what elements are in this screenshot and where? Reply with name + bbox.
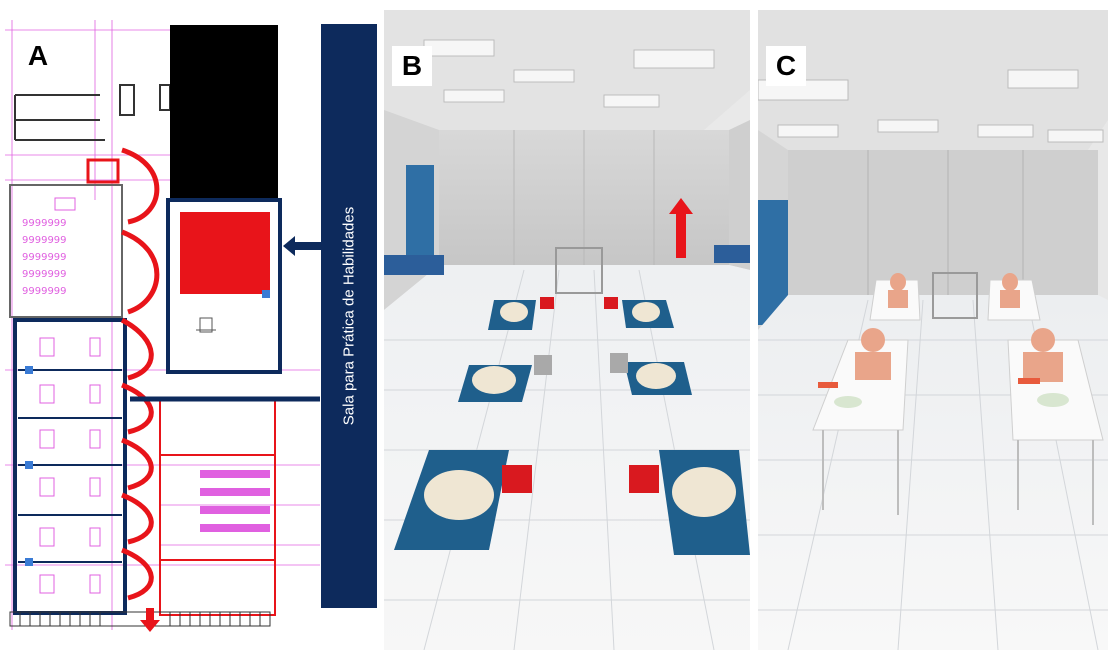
panel-a-label: A [18,36,58,76]
svg-text:9999999: 9999999 [22,286,67,297]
svg-text:9999999: 9999999 [22,269,67,280]
panel-c-label: C [766,46,806,86]
arrow-up-icon [669,198,693,258]
photo-panel-c: C [758,10,1108,650]
svg-text:9999999: 9999999 [22,252,67,263]
svg-text:9999999: 9999999 [22,235,67,246]
arrow-left-icon [283,236,323,256]
skills-room-banner: Sala para Prática de Habilidades [321,24,377,608]
banner-text: Sala para Prática de Habilidades [340,206,358,426]
floor-plan-drawing: 9999999 9999999 9999999 9999999 9999999 [0,0,320,651]
floor-plan-panel: 9999999 9999999 9999999 9999999 9999999 [0,0,320,651]
photo-panel-b: B [384,10,750,650]
skills-room-photo [384,10,750,650]
panel-b-label: B [392,46,432,86]
svg-text:9999999: 9999999 [22,218,67,229]
arrow-down-icon [140,608,160,632]
simulation-room-photo [758,10,1108,650]
